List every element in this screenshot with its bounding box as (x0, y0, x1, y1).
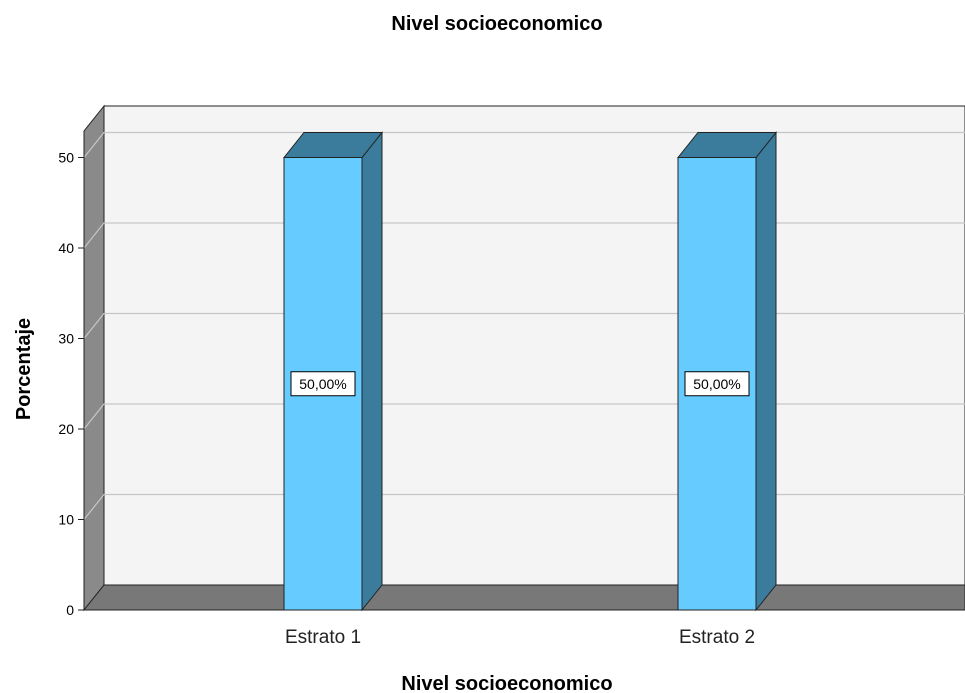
side-wall (83, 104, 105, 612)
back-wall (103, 105, 965, 586)
y-tick-label: 40 (58, 240, 74, 256)
y-tick-label: 30 (58, 331, 74, 347)
chart-title: Nivel socioeconomico (391, 13, 602, 35)
y-axis-ticks: 0 10 20 30 40 50 (58, 150, 84, 618)
y-tick-label: 10 (58, 512, 74, 528)
y-tick-label: 20 (58, 421, 74, 437)
bar-side (361, 131, 383, 612)
data-label: 50,00% (299, 376, 346, 392)
x-axis-label: Nivel socioeconomico (401, 673, 612, 693)
gridline (83, 131, 965, 158)
bar-side (755, 131, 777, 612)
x-axis-categories: Estrato 1 Estrato 2 (285, 627, 755, 648)
data-label-box (290, 371, 356, 397)
y-tick-label: 50 (58, 150, 74, 166)
y-axis-label: Porcentaje (13, 318, 35, 420)
x-category-label: Estrato 2 (679, 627, 755, 648)
bars: 50,00% 50,00% (282, 131, 778, 612)
x-category-label: Estrato 1 (285, 627, 361, 648)
data-label-box (684, 371, 750, 397)
y-tick-label: 0 (66, 602, 74, 618)
floor (82, 584, 965, 611)
data-label: 50,00% (693, 376, 740, 392)
